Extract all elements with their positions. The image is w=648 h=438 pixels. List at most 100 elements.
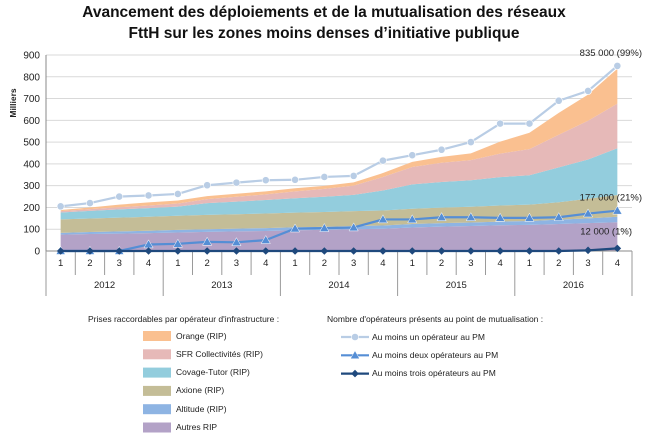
- line-au-moins-trois-op-rateurs-au-pm-point: [584, 246, 592, 255]
- line-au-moins-trois-op-rateurs-au-pm-point: [144, 247, 153, 255]
- x-tick-label-quarter: 1: [410, 258, 415, 269]
- legend-item-infrastructure: Axione (RIP): [176, 385, 225, 396]
- chart-title-line-1: Avancement des déploiements et de la mut…: [82, 4, 566, 21]
- legend-marker: [351, 369, 359, 378]
- line-au-moins-trois-op-rateurs-au-pm-point: [613, 244, 622, 253]
- line-au-moins-deux-op-rateurs-au-pm-point: [348, 222, 359, 232]
- line-au-moins-un-op-rateur-au-pm-point: [408, 151, 417, 160]
- line-au-moins-trois-op-rateurs-au-pm-point: [174, 247, 182, 255]
- line-au-moins-un-op-rateur-au-pm-point: [320, 173, 329, 181]
- line-au-moins-trois-op-rateurs-au-pm-point: [467, 247, 475, 255]
- y-tick-label: 400: [23, 159, 40, 170]
- x-tick-label-quarter: 1: [58, 258, 63, 269]
- line-au-moins-un-op-rateur-au-pm-point: [232, 178, 241, 187]
- line-au-moins-un-op-rateur-au-pm-point: [56, 202, 65, 211]
- line-au-moins-trois-op-rateurs-au-pm-point: [379, 247, 387, 255]
- y-tick-label: 700: [23, 94, 40, 105]
- x-tick-label-year: 2016: [563, 280, 584, 291]
- area-altitude-rip: [60, 216, 618, 235]
- line-au-moins-deux-op-rateurs-au-pm-point: [612, 205, 623, 215]
- line-au-moins-un-op-rateur-au-pm-point: [261, 176, 270, 185]
- legend-infrastructure: Prises raccordables par opérateur d'infr…: [88, 314, 279, 324]
- x-tick-label-year: 2012: [94, 280, 115, 291]
- line-au-moins-deux-op-rateurs-au-pm-point: [495, 212, 506, 222]
- y-tick-label: 300: [23, 181, 40, 192]
- x-tick-label-quarter: 4: [615, 258, 620, 269]
- y-tick-label: 500: [23, 138, 40, 149]
- line-au-moins-deux-op-rateurs-au-pm-point: [407, 214, 418, 224]
- legend-item-infrastructure: SFR Collectivités (RIP): [176, 348, 263, 359]
- line-au-moins-trois-op-rateurs-au-pm-point: [320, 247, 329, 255]
- line-au-moins-un-op-rateur-au-pm-point: [496, 119, 505, 128]
- line-au-moins-deux-op-rateurs-au-pm: [60, 209, 618, 253]
- line-au-moins-trois-op-rateurs-au-pm-point: [291, 247, 299, 255]
- legend-swatch: [143, 422, 171, 433]
- x-tick-label-quarter: 3: [351, 258, 356, 269]
- y-tick-label: 800: [23, 72, 40, 83]
- area-autres-rip: [60, 222, 618, 251]
- x-tick-label-quarter: 1: [175, 258, 180, 269]
- x-tick-label-quarter: 4: [146, 258, 151, 269]
- line-au-moins-deux-op-rateurs-au-pm-point: [436, 212, 447, 221]
- legend-item-operators: Au moins trois opérateurs au PM: [372, 368, 496, 379]
- line-au-moins-trois-op-rateurs-au-pm-point: [496, 247, 504, 255]
- legend-marker: [351, 333, 359, 341]
- x-tick-label-quarter: 3: [585, 258, 590, 269]
- line-au-moins-deux-op-rateurs-au-pm-point: [377, 214, 388, 224]
- x-tick-label-quarter: 3: [468, 258, 473, 269]
- area-sfr-collectivit-s-rip: [60, 103, 618, 213]
- line-au-moins-trois-op-rateurs-au-pm-point: [349, 247, 358, 255]
- line-au-moins-un-op-rateur-au-pm-point: [86, 199, 94, 207]
- line-au-moins-un-op-rateur-au-pm: [60, 65, 619, 208]
- legend-item-infrastructure: Autres RIP: [176, 422, 218, 432]
- chart-title-line-2: FttH sur les zones moins denses d’initia…: [128, 25, 520, 42]
- x-tick-label-quarter: 2: [556, 258, 561, 269]
- line-au-moins-un-op-rateur-au-pm-point: [173, 190, 182, 198]
- line-au-moins-trois-op-rateurs-au-pm-point: [525, 247, 534, 255]
- line-au-moins-un-op-rateur-au-pm-point: [554, 96, 563, 105]
- legend-swatch: [143, 404, 171, 415]
- line-au-moins-deux-op-rateurs-au-pm-point: [260, 235, 271, 244]
- y-tick-label: 900: [23, 51, 40, 62]
- line-au-moins-trois-op-rateurs-au-pm-point: [437, 247, 446, 255]
- y-axis-label: Milliers: [8, 88, 18, 118]
- line-au-moins-un-op-rateur-au-pm-point: [525, 119, 534, 128]
- line-au-moins-un-op-rateur-au-pm-point: [144, 191, 153, 200]
- line-au-moins-trois-op-rateurs-au-pm-point: [261, 247, 270, 255]
- line-au-moins-deux-op-rateurs-au-pm-point: [553, 212, 564, 221]
- x-tick-label-year: 2014: [328, 280, 349, 291]
- chart-title: Avancement des déploiements et de la mut…: [0, 2, 648, 44]
- legend-swatch: [143, 349, 171, 360]
- line-au-moins-un-op-rateur-au-pm-point: [613, 61, 622, 70]
- line-au-moins-deux-op-rateurs-au-pm-point: [202, 236, 213, 246]
- line-au-moins-deux-op-rateurs-au-pm-point: [319, 223, 330, 232]
- x-tick-label-quarter: 4: [498, 258, 503, 269]
- x-tick-label-year: 2013: [211, 280, 232, 291]
- x-tick-label-quarter: 2: [205, 258, 210, 269]
- legend-swatch: [143, 385, 171, 396]
- line-au-moins-deux-op-rateurs-au-pm-point: [465, 212, 476, 221]
- line-au-moins-un-op-rateur-au-pm-point: [437, 145, 446, 154]
- x-tick-label-quarter: 2: [439, 258, 444, 269]
- line-au-moins-deux-op-rateurs-au-pm-point: [290, 223, 301, 233]
- line-au-moins-trois-op-rateurs-au-pm-point: [232, 247, 241, 255]
- area-orange-rip: [60, 68, 618, 212]
- line-au-moins-deux-op-rateurs-au-pm-point: [524, 212, 535, 222]
- line-au-moins-trois-op-rateurs-au-pm-point: [203, 247, 211, 255]
- legend-item-operators: Au moins un opérateur au PM: [372, 331, 485, 342]
- x-tick-label-quarter: 4: [263, 258, 268, 269]
- y-tick-label: 200: [23, 203, 40, 214]
- y-tick-label: 100: [23, 225, 40, 236]
- line-au-moins-trois-op-rateurs-au-pm-point: [115, 247, 124, 255]
- line-au-moins-un-op-rateur-au-pm-point: [349, 171, 358, 180]
- legend-marker: [349, 350, 361, 359]
- legend-item-infrastructure: Altitude (RIP): [176, 403, 227, 414]
- line-au-moins-trois-op-rateurs-au-pm-point: [408, 247, 417, 255]
- x-tick-label-quarter: 2: [87, 258, 92, 269]
- legend-item-operators: Au moins deux opérateurs au PM: [372, 349, 499, 360]
- area-covage-tutor-rip: [60, 148, 618, 220]
- x-tick-label-quarter: 1: [292, 258, 297, 269]
- y-tick-label: 0: [34, 247, 40, 258]
- line-au-moins-deux-op-rateurs-au-pm-point: [231, 237, 242, 246]
